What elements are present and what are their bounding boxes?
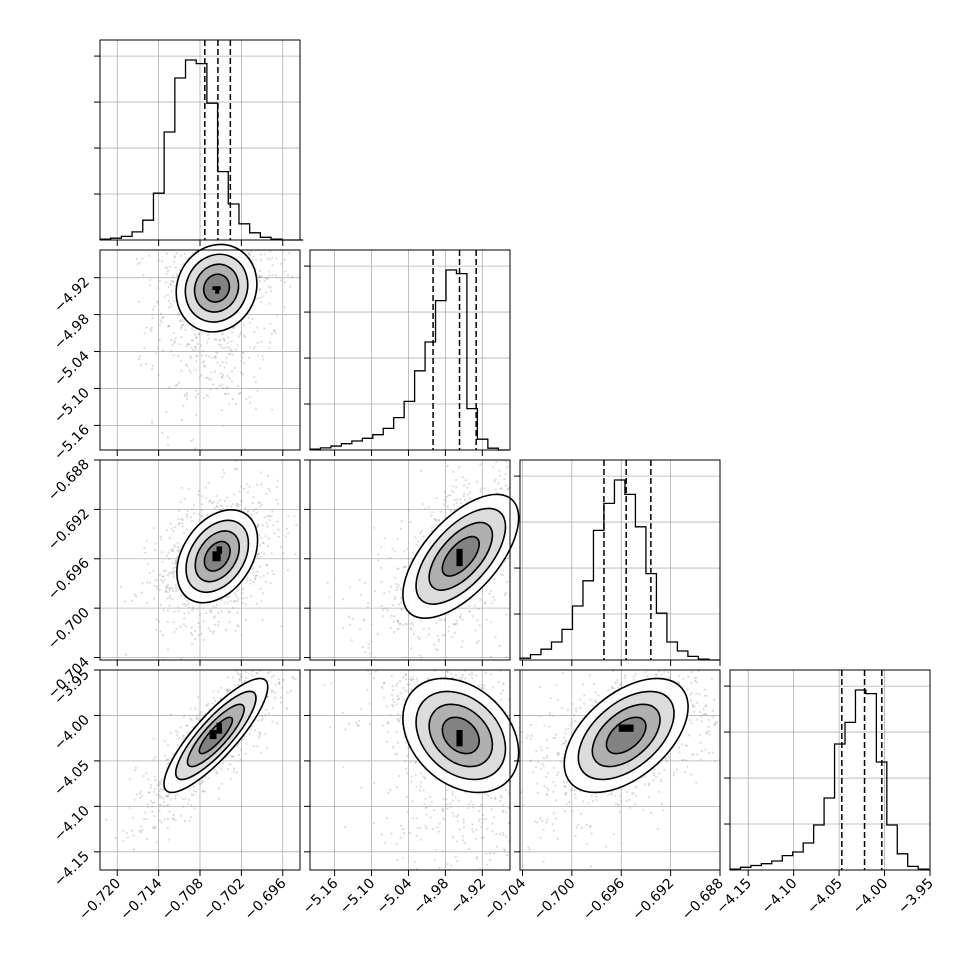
x-tick-label: −5.10 (337, 876, 379, 918)
panel-frame (519, 669, 721, 871)
density-peak (215, 286, 220, 294)
y-tick-label: −5.04 (51, 348, 93, 390)
scatter-panel: −0.704−0.700−0.696−0.692−0.688 (481, 669, 727, 924)
y-tick-label: −4.10 (51, 803, 93, 845)
density-peak (618, 724, 634, 732)
y-tick-label: −0.688 (45, 457, 93, 505)
density-peak (456, 730, 463, 747)
panel-frame (309, 669, 511, 871)
y-tick-label: −4.92 (51, 274, 93, 316)
density-contour (605, 716, 647, 755)
y-tick-label: −5.10 (51, 385, 93, 427)
x-tick-label: −0.702 (200, 876, 248, 924)
x-tick-label: −3.95 (895, 876, 937, 918)
y-tick-label: −4.05 (51, 757, 93, 799)
x-tick-label: −4.00 (850, 876, 892, 918)
panel-frame (729, 669, 931, 871)
density-peak (212, 551, 221, 562)
density-peak (216, 546, 223, 554)
x-tick-label: −0.708 (159, 876, 207, 924)
y-tick-label: −4.15 (51, 848, 93, 890)
y-tick-label: −0.696 (45, 555, 93, 603)
histogram-step (309, 269, 509, 451)
panel-frame (309, 459, 511, 661)
histogram-step (519, 479, 720, 661)
x-tick-label: −4.05 (804, 876, 846, 918)
scatter-panel (304, 459, 520, 666)
scatter-panel: −5.16−5.10−5.04−4.98−4.92 (51, 243, 301, 464)
y-tick-label: −4.00 (51, 712, 93, 754)
density-peak (216, 722, 223, 734)
density-peak (209, 730, 217, 740)
y-tick-label: −4.98 (51, 311, 93, 353)
y-tick-label: −0.700 (45, 605, 93, 653)
scatter-panel: −5.16−5.10−5.04−4.98−4.92 (300, 669, 520, 918)
y-tick-label: −0.692 (45, 506, 93, 554)
scatter-panel: −0.720−0.714−0.708−0.702−0.696 −4.15−4.10… (51, 667, 301, 924)
x-tick-label: −5.04 (374, 875, 416, 917)
histogram-step (99, 59, 304, 241)
density-peak (456, 548, 463, 567)
x-tick-label: −0.700 (531, 876, 579, 924)
x-tick-label: −5.16 (300, 875, 342, 917)
x-tick-label: −0.714 (117, 875, 165, 923)
scatter-panel: −0.704−0.700−0.696−0.692−0.688 (45, 457, 301, 702)
x-tick-label: −0.696 (580, 875, 628, 923)
x-tick-label: −0.696 (242, 875, 290, 923)
histogram-panel (514, 459, 721, 666)
x-tick-label: −0.692 (629, 876, 677, 924)
x-tick-label: −0.704 (481, 875, 529, 923)
panel-frame (309, 249, 511, 451)
histogram-panel (304, 249, 511, 456)
x-tick-label: −4.98 (411, 876, 453, 918)
histogram-panel: −4.15 −4.10 −4.05 −4.00 −3.95 (713, 669, 937, 918)
panel-frame (519, 459, 721, 661)
x-tick-label: −4.10 (759, 876, 801, 918)
y-tick-label: −5.16 (51, 422, 93, 464)
histogram-step (729, 689, 930, 870)
histogram-panel (94, 39, 304, 246)
x-tick-label: −0.720 (76, 876, 124, 924)
